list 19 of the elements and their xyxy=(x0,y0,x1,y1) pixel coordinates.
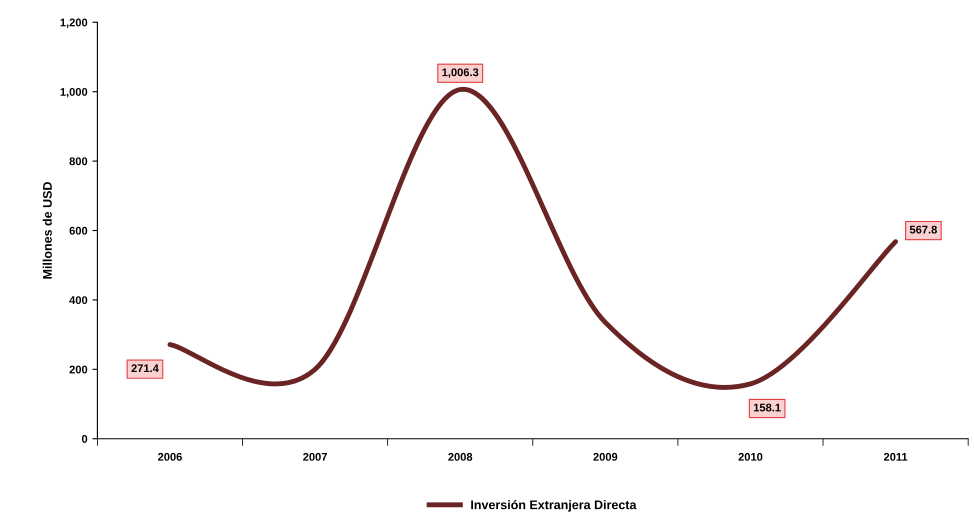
y-axis-title: Millones de USD xyxy=(42,182,52,279)
x-tick-label: 2009 xyxy=(593,452,618,461)
legend-label: Inversión Extranjera Directa xyxy=(471,500,637,512)
y-tick-label: 400 xyxy=(69,296,88,304)
y-tick-label: 1,000 xyxy=(60,88,88,98)
data-label: 158.1 xyxy=(754,404,781,412)
y-tick-label: 600 xyxy=(70,226,88,235)
y-tick-label: 0 xyxy=(82,435,88,443)
x-tick-label: 2007 xyxy=(303,452,327,461)
y-tick-label: 1,200 xyxy=(60,18,88,28)
x-tick-label: 2010 xyxy=(738,452,762,461)
data-label: 1,006.3 xyxy=(442,68,478,78)
data-label: 567.8 xyxy=(910,226,937,234)
data-label: 271.4 xyxy=(131,364,159,372)
y-tick-label: 200 xyxy=(70,366,88,374)
x-tick-label: 2011 xyxy=(884,452,908,461)
x-tick-label: 2006 xyxy=(158,452,182,461)
y-tick-label: 800 xyxy=(69,157,88,166)
x-tick-label: 2008 xyxy=(448,452,472,461)
